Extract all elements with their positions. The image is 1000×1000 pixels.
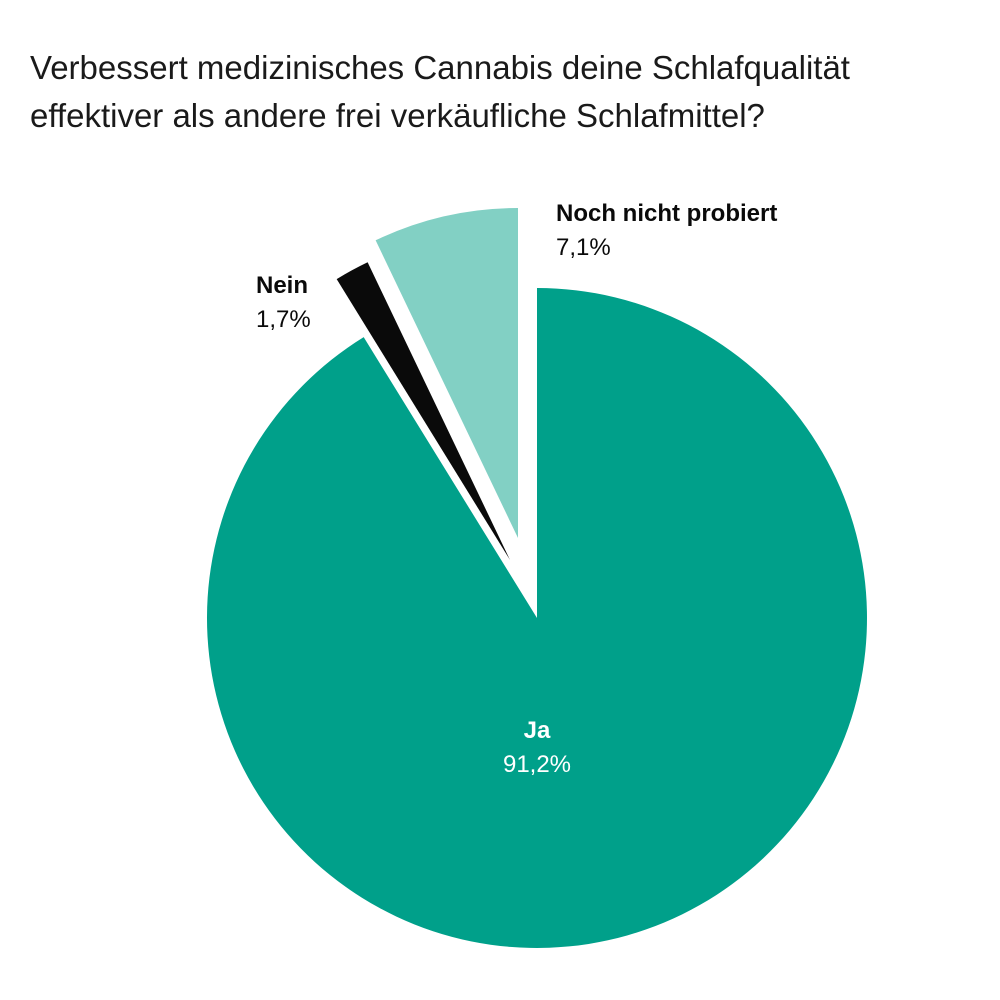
chart-title-line-2: effektiver als andere frei verkäufliche … <box>30 97 765 134</box>
slice-label-value: 91,2% <box>503 751 571 778</box>
slice-label-name: Noch nicht probiert <box>556 200 777 227</box>
slice-label-name: Ja <box>524 717 551 744</box>
pie-slices <box>206 208 867 949</box>
pie-slice-ja <box>206 288 867 949</box>
slice-label-value: 7,1% <box>556 234 611 261</box>
chart-title-line-1: Verbessert medizinisches Cannabis deine … <box>30 49 850 86</box>
pie-slice-nein <box>336 262 510 560</box>
pie-slice-noch-nicht-probiert <box>375 208 518 538</box>
slice-label-name: Nein <box>256 272 308 299</box>
pie-labels: Ja 91,2% Nein 1,7% Noch nicht probiert 7,1% <box>256 200 777 778</box>
chart-title: Verbessert medizinisches Cannabis deine … <box>30 44 970 140</box>
slice-label-value: 1,7% <box>256 306 311 333</box>
